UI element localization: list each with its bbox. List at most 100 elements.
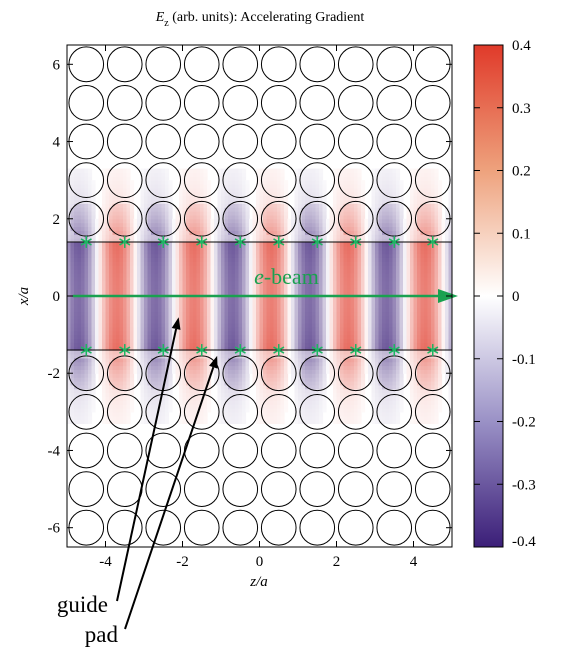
heatmap-cell xyxy=(130,361,135,367)
heatmap-cell xyxy=(67,350,72,355)
heatmap-cell xyxy=(347,199,352,204)
heatmap-cell xyxy=(305,234,310,239)
heatmap-cell xyxy=(266,245,271,251)
heatmap-cell xyxy=(137,373,142,378)
heatmap-cell xyxy=(263,276,268,282)
heatmap-cell xyxy=(235,211,240,216)
heatmap-cell xyxy=(123,280,128,286)
heatmap-cell xyxy=(280,180,285,185)
heatmap-cell xyxy=(291,357,296,363)
heatmap-cell xyxy=(154,284,159,289)
heatmap-cell xyxy=(144,211,149,216)
heatmap-cell xyxy=(81,377,86,382)
heatmap-cell xyxy=(319,369,324,374)
heatmap-cell xyxy=(301,346,306,351)
heatmap-cell xyxy=(340,404,345,409)
heatmap-cell xyxy=(347,334,352,340)
heatmap-cell xyxy=(105,377,110,382)
heatmap-cell xyxy=(91,334,96,340)
heatmap-cell xyxy=(109,280,114,286)
heatmap-cell xyxy=(175,299,180,305)
heatmap-cell xyxy=(308,187,313,193)
heatmap-cell xyxy=(298,415,303,421)
heatmap-cell xyxy=(315,276,320,282)
heatmap-cell xyxy=(189,187,194,193)
heatmap-cell xyxy=(231,411,236,417)
heatmap-cell xyxy=(221,276,226,282)
heatmap-cell xyxy=(326,334,331,340)
heatmap-cell xyxy=(347,180,352,185)
heatmap-cell xyxy=(277,268,282,274)
heatmap-cell xyxy=(81,388,86,394)
heatmap-cell xyxy=(109,292,114,297)
heatmap-cell xyxy=(119,272,124,278)
heatmap-cell xyxy=(210,311,215,316)
heatmap-cell xyxy=(158,257,163,262)
heatmap-cell xyxy=(256,407,261,413)
heatmap-cell xyxy=(294,311,299,316)
heatmap-cell xyxy=(207,207,212,212)
heatmap-cell xyxy=(147,234,152,239)
heatmap-cell xyxy=(270,238,275,243)
heatmap-cell xyxy=(102,211,107,216)
heatmap-cell xyxy=(147,222,152,228)
heatmap-cell xyxy=(196,380,201,386)
heatmap-cell xyxy=(154,334,159,340)
heatmap-cell xyxy=(252,303,257,309)
heatmap-cell xyxy=(67,392,72,397)
heatmap-cell xyxy=(224,303,229,309)
heatmap-cell xyxy=(301,211,306,216)
heatmap-cell xyxy=(214,280,219,286)
heatmap-cell xyxy=(109,342,114,347)
heatmap-cell xyxy=(298,257,303,262)
heatmap-cell xyxy=(88,369,93,374)
heatmap-cell xyxy=(81,191,86,197)
heatmap-cell xyxy=(214,373,219,378)
heatmap-cell xyxy=(74,288,79,293)
heatmap-cell xyxy=(235,268,240,274)
heatmap-cell xyxy=(109,176,114,181)
heatmap-cell xyxy=(238,261,243,266)
heatmap-cell xyxy=(95,272,100,278)
heatmap-cell xyxy=(67,380,72,386)
heatmap-cell xyxy=(343,234,348,239)
heatmap-cell xyxy=(179,261,184,266)
heatmap-cell xyxy=(333,396,338,401)
heatmap-cell xyxy=(95,326,100,332)
heatmap-cell xyxy=(81,334,86,340)
heatmap-cell xyxy=(214,303,219,309)
heatmap-cell xyxy=(200,404,205,409)
heatmap-cell xyxy=(119,296,124,301)
heatmap-cell xyxy=(217,284,222,289)
heatmap-cell xyxy=(273,384,278,390)
heatmap-cell xyxy=(98,326,103,332)
heatmap-cell xyxy=(340,388,345,394)
heatmap-cell xyxy=(315,411,320,417)
heatmap-cell xyxy=(280,323,285,328)
heatmap-cell xyxy=(221,404,226,409)
heatmap-cell xyxy=(235,342,240,347)
heatmap-cell xyxy=(217,245,222,251)
heatmap-cell xyxy=(228,195,233,201)
heatmap-cell xyxy=(182,361,187,367)
heatmap-cell xyxy=(130,299,135,305)
heatmap-cell xyxy=(291,288,296,293)
heatmap-cell xyxy=(165,180,170,185)
heatmap-cell xyxy=(322,361,327,367)
heatmap-cell xyxy=(161,203,166,208)
heatmap-cell xyxy=(98,311,103,316)
heatmap-cell xyxy=(280,388,285,394)
heatmap-cell xyxy=(88,315,93,320)
heatmap-cell xyxy=(294,245,299,251)
heatmap-cell xyxy=(305,272,310,278)
heatmap-cell xyxy=(84,191,89,197)
heatmap-cell xyxy=(84,284,89,289)
heatmap-cell xyxy=(308,307,313,313)
heatmap-cell xyxy=(245,261,250,266)
heatmap-cell xyxy=(95,346,100,351)
heatmap-cell xyxy=(137,230,142,235)
heatmap-cell xyxy=(140,207,145,212)
heatmap-cell xyxy=(158,245,163,251)
heatmap-cell xyxy=(221,268,226,274)
heatmap-cell xyxy=(312,338,317,343)
